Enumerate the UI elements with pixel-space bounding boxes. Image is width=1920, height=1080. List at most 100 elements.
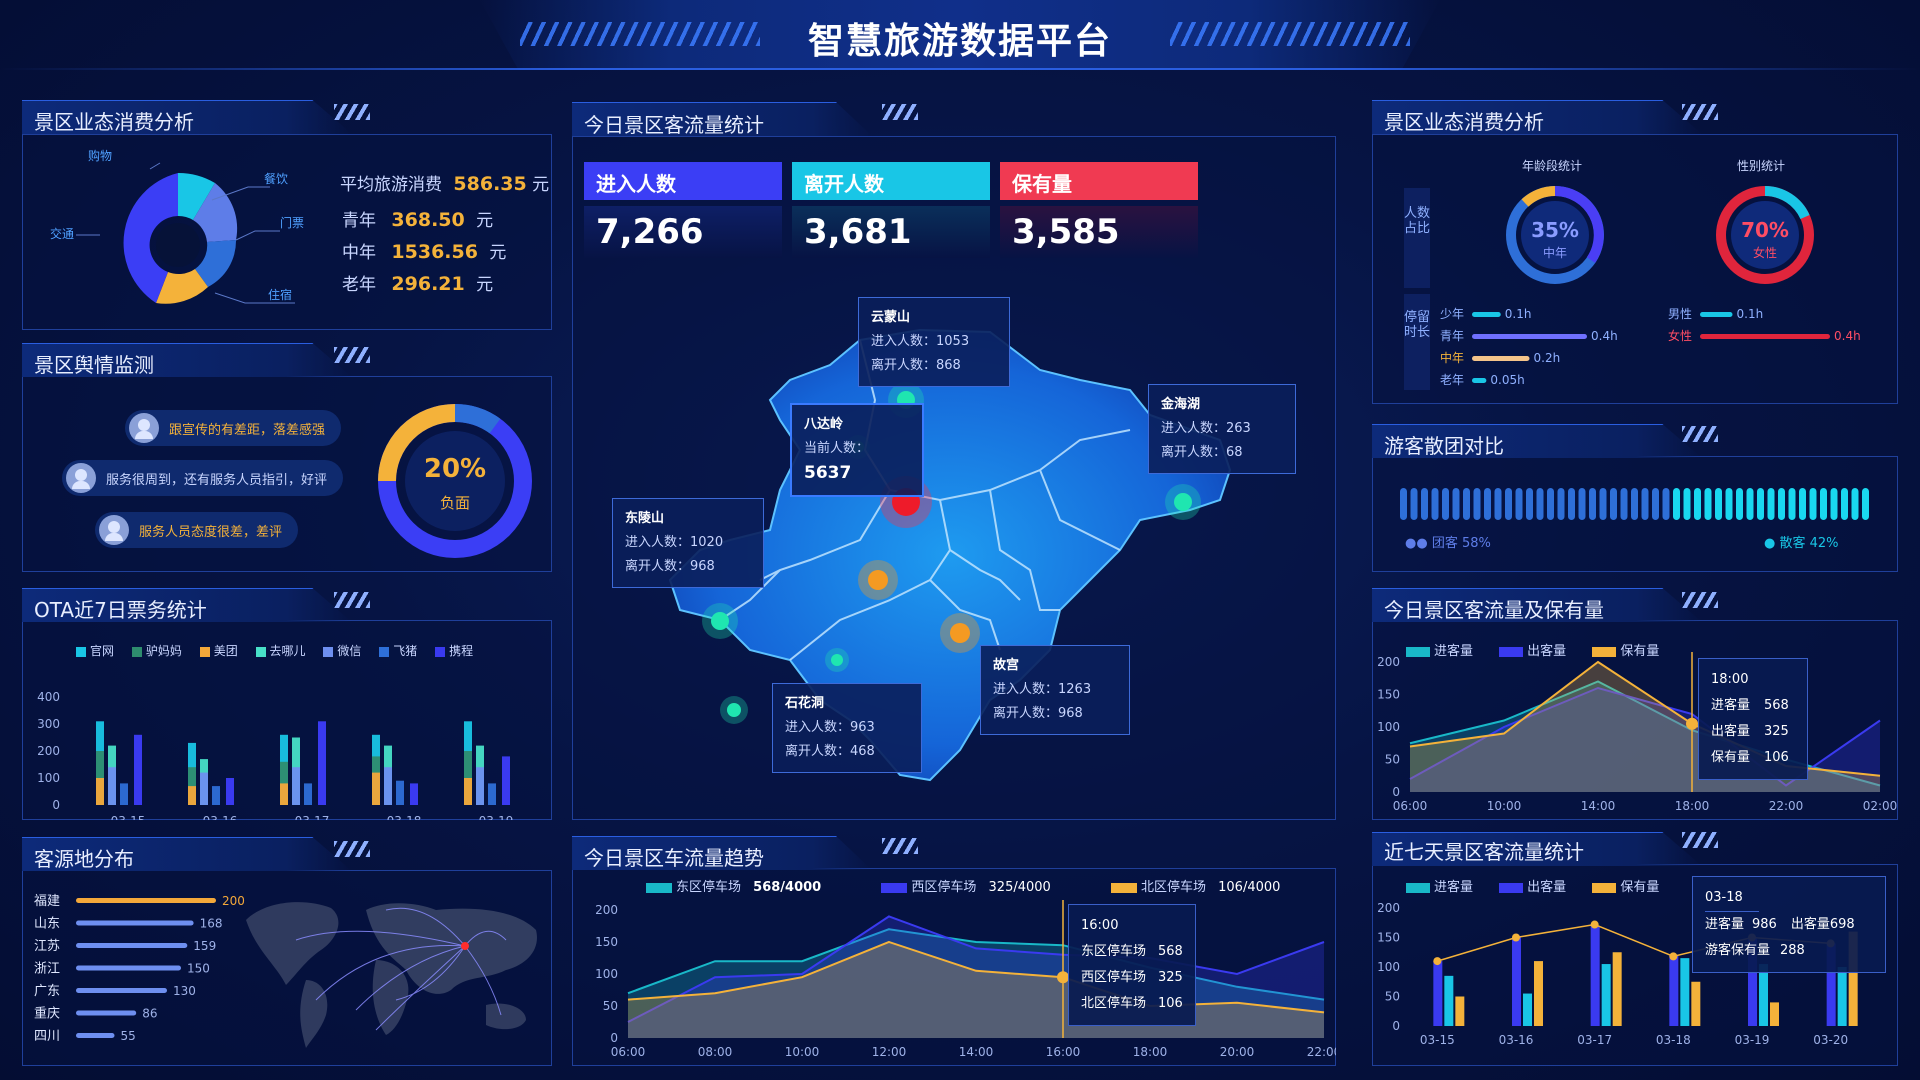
legend-label: 进客量: [1434, 644, 1474, 659]
tip-key: 进客量: [1705, 917, 1745, 932]
week-dot: [1590, 920, 1599, 929]
group-left-label: 团客 58%: [1431, 536, 1491, 551]
comment-text: 服务人员态度很差，差评: [139, 524, 283, 540]
y-tick-label: 200: [1377, 901, 1400, 915]
tip-key: 保有量: [1711, 750, 1751, 765]
row-value: 1536.56: [391, 241, 478, 263]
consume-row: 老年 296.21 元: [342, 270, 493, 295]
week-bar: [1523, 993, 1532, 1026]
tag-value: 5637: [804, 463, 852, 483]
map-tag-dongling[interactable]: 东陵山 进入人数：1020 离开人数：968: [612, 498, 764, 588]
y-tick-label: 400: [37, 690, 60, 704]
consume-pie: 购物 餐饮 门票 交通 住宿: [50, 148, 304, 304]
stay-bar: [1472, 334, 1587, 339]
comment-text: 跟宣传的有差距，落差感强: [169, 422, 326, 438]
x-tick-label: 10:00: [1487, 799, 1522, 813]
age-ring: [1506, 186, 1604, 284]
ratio-segment: [1599, 488, 1607, 520]
tag-line: 离开人数：68: [1161, 445, 1243, 460]
tag-line: 进入人数：1020: [625, 535, 724, 550]
week-bar: [1534, 961, 1543, 1026]
comment-bubble: 跟宣传的有差距，落差感强: [125, 410, 342, 446]
source-bar: [76, 898, 216, 903]
ota-bar: [502, 756, 510, 805]
stay-bar: [1472, 378, 1487, 383]
visitor-tab: [1372, 100, 1702, 134]
kpi-out-label: 离开人数: [792, 162, 990, 200]
x-tick-label: 14:00: [959, 1045, 994, 1059]
ratio-segment: [1620, 488, 1628, 520]
stay-label: 青年: [1440, 329, 1464, 343]
legend-swatch: [379, 646, 390, 657]
ratio-segment: [1862, 488, 1869, 520]
slash-icon: [334, 104, 370, 120]
ratio-segment: [1452, 488, 1460, 520]
ratio-segment: [1788, 488, 1796, 520]
tip-val: 288: [1780, 943, 1805, 958]
today-panel: [1372, 620, 1898, 820]
ota-chart: 400 300 200 100 0 03-15 03-16 03-17 03-18 03-19: [37, 690, 513, 820]
avg-unit: 元: [532, 175, 550, 195]
ota-bar: [410, 783, 418, 805]
week-bar: [1837, 967, 1847, 1026]
x-tick-label: 03-18: [1656, 1033, 1691, 1047]
ratio-segment: [1704, 488, 1712, 520]
ratio-segment: [1463, 488, 1470, 520]
tip-key: 进客量: [1711, 698, 1751, 713]
ratio-segment: [1746, 488, 1754, 520]
today-tab: [1372, 588, 1702, 622]
week-bar: [1770, 1002, 1779, 1026]
side-label-share: 人数占比: [1404, 188, 1430, 288]
map-tag-yunmeng[interactable]: 云蒙山 进入人数：1053 离开人数：868: [858, 297, 1010, 387]
y-tick-label: 100: [1377, 960, 1400, 974]
source-bar: [76, 943, 188, 948]
week-bar: [1848, 931, 1858, 1026]
sentiment-label: 负面: [439, 494, 470, 512]
stay-value: 0.1h: [1737, 307, 1764, 321]
source-value: 200: [222, 894, 245, 908]
stay-label: 男性: [1668, 307, 1692, 321]
x-tick-label: 03-19: [1735, 1033, 1770, 1047]
ratio-segment: [1631, 488, 1638, 520]
series-line: [627, 915, 1325, 1023]
legend-swatch: [131, 646, 142, 657]
legend-label: 携程: [449, 644, 474, 658]
cursor-dot: [1057, 971, 1069, 984]
source-name: 山东: [34, 917, 60, 932]
x-tick-label: 02:00: [1863, 799, 1898, 813]
ratio-segment: [1767, 488, 1775, 520]
map-tag-badaling[interactable]: 八达岭 当前人数： 5637: [790, 403, 924, 497]
ota-bar: [188, 767, 196, 805]
x-tick-label: 22:00: [1769, 799, 1804, 813]
ota-bar: [200, 772, 208, 805]
x-tick-label: 14:00: [1581, 799, 1616, 813]
ratio-segment: [1547, 488, 1554, 520]
x-tick-label: 03-16: [1499, 1033, 1534, 1047]
sentiment-donut: [378, 404, 532, 558]
x-tick-label: 03-17: [1577, 1033, 1612, 1047]
header-stripes-left: [520, 22, 760, 46]
row-value: 368.50: [391, 209, 465, 231]
tip-val: 986: [1752, 917, 1777, 932]
pie-label-food: 餐饮: [264, 171, 288, 186]
map-tag-gugong[interactable]: 故宫 进入人数：1263 离开人数：968: [980, 645, 1130, 735]
week-tab: [1372, 832, 1702, 866]
tip-key: 西区停车场: [1081, 970, 1147, 985]
kpi-in-label: 进入人数: [584, 162, 782, 200]
ratio-segment: [1830, 488, 1838, 520]
stay-bars: 少年 0.1h 青年 0.4h 中年 0.2h 老年 0.05h 男性 0.1h 女性 0.4h: [1440, 307, 1861, 387]
map-tag-jinhai[interactable]: 金海湖 进入人数：263 离开人数：68: [1148, 384, 1296, 474]
avg-label: 平均旅游消费: [340, 175, 442, 195]
tag-name: 八达岭: [804, 417, 844, 432]
today-chart: 200 150 100 50 006:00 10:00 14:00 18:00 22:00 02:…: [1377, 652, 1898, 813]
legend-label: 出客量: [1527, 880, 1567, 895]
y-tick-label: 100: [37, 771, 60, 785]
source-bar: [76, 988, 167, 993]
map-tag-shihua[interactable]: 石花洞 进入人数：963 离开人数：468: [772, 683, 922, 773]
y-tick-label: 0: [1392, 785, 1400, 799]
flow-tab: [572, 102, 872, 136]
ratio-segment: [1410, 488, 1418, 520]
stay-bar: [1700, 334, 1830, 339]
y-tick-label: 150: [1377, 688, 1400, 702]
source-name: 广东: [34, 984, 60, 999]
